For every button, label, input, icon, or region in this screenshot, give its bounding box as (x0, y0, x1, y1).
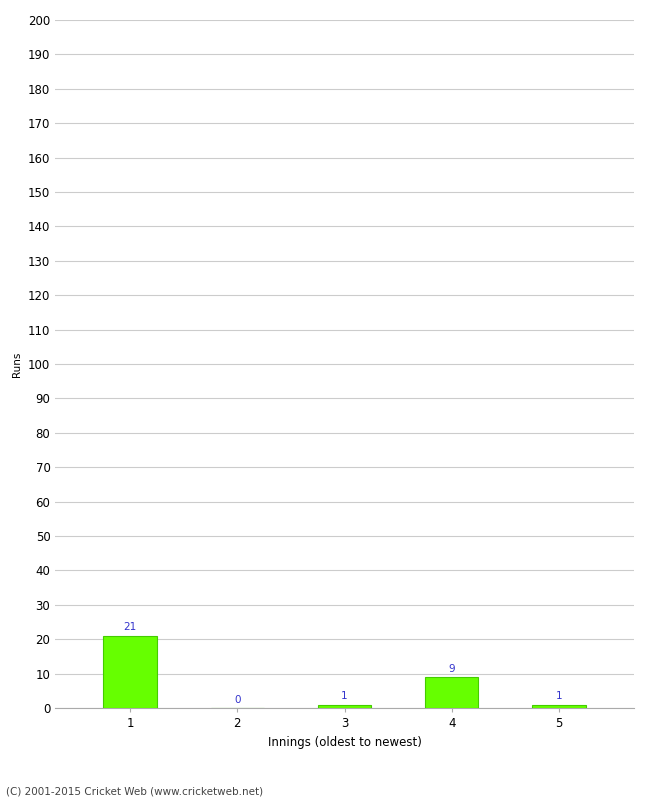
Y-axis label: Runs: Runs (12, 351, 23, 377)
Text: 0: 0 (234, 694, 240, 705)
Bar (425, 677, 478, 708)
Text: 21: 21 (124, 622, 137, 632)
Text: 1: 1 (341, 691, 348, 701)
Bar (103, 636, 157, 708)
Text: (C) 2001-2015 Cricket Web (www.cricketweb.net): (C) 2001-2015 Cricket Web (www.cricketwe… (6, 786, 264, 796)
Text: 9: 9 (448, 664, 455, 674)
X-axis label: Innings (oldest to newest): Innings (oldest to newest) (268, 735, 421, 749)
Bar (532, 705, 586, 708)
Text: 1: 1 (556, 691, 562, 701)
Bar (318, 705, 371, 708)
